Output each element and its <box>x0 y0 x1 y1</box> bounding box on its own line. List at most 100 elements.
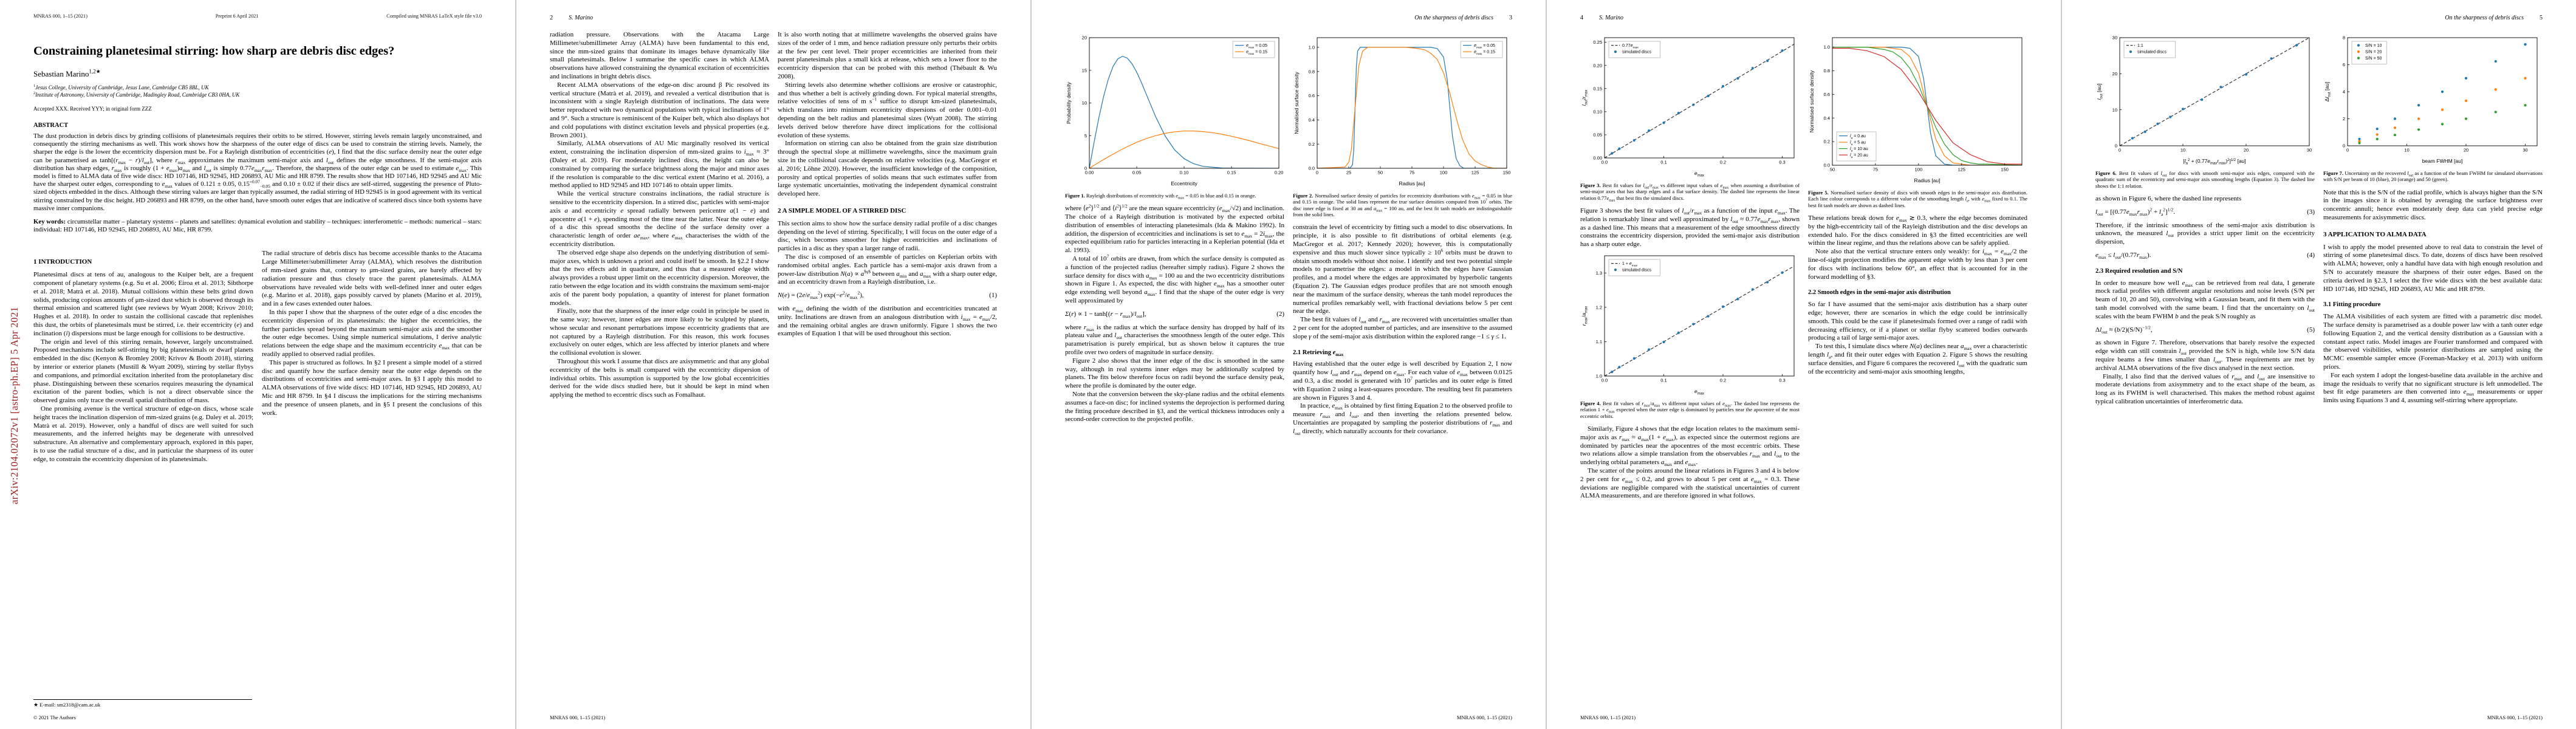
paragraph: In practice, emax is obtained by first f… <box>1293 402 1512 436</box>
svg-text:0.77emax: 0.77emax <box>1622 44 1639 49</box>
svg-text:150: 150 <box>2001 167 2009 173</box>
equation: lout = [(0.77emaxrmax)2 + la2]1/2. (3) <box>2095 207 2315 217</box>
equation-number: (1) <box>989 292 997 299</box>
paragraph: Similarly, ALMA observations of AU Mic m… <box>550 140 769 190</box>
paragraph: Note that the conversion between the sky… <box>1065 390 1284 423</box>
page3-col1: 0.00 0.05 0.10 0.15 0.20 0 5 10 15 20 Eccentricity… <box>1065 31 1284 691</box>
svg-text:75: 75 <box>1410 170 1414 176</box>
paper-title: Constraining planetesimal stirring: how … <box>33 44 395 58</box>
svg-text:25: 25 <box>1346 170 1351 176</box>
paragraph: Figure 3 shows the best fit values of lo… <box>1580 207 1800 248</box>
svg-text:0.4: 0.4 <box>1309 117 1315 123</box>
subsection-heading: 2.1 Retrieving emax <box>1293 349 1344 357</box>
paragraph: This section aims to show how the surfac… <box>778 219 997 253</box>
svg-text:emax: emax <box>1694 388 1704 395</box>
fig5-plot: 50 75 100 125 150 0.0 0.2 0.4 0.6 0.8 1.0 Radius [a… <box>1808 33 2027 185</box>
svg-text:0.2: 0.2 <box>1824 139 1830 145</box>
svg-text:0: 0 <box>1316 170 1318 176</box>
svg-text:Radius [au]: Radius [au] <box>1914 177 1941 183</box>
equation-number: (2) <box>1276 310 1284 318</box>
svg-text:1.0: 1.0 <box>1309 45 1315 50</box>
svg-text:0: 0 <box>1084 166 1087 171</box>
author-name: Sebastian Marino <box>33 69 89 78</box>
svg-text:0.15: 0.15 <box>1227 170 1236 176</box>
svg-text:10: 10 <box>2112 107 2117 112</box>
paragraph: with emax defining the width of the dist… <box>778 304 997 338</box>
svg-text:0.00: 0.00 <box>1085 170 1094 176</box>
svg-text:0.10: 0.10 <box>1593 109 1602 114</box>
svg-text:0.05: 0.05 <box>1593 132 1602 138</box>
svg-text:30: 30 <box>2112 35 2117 41</box>
page1-header: MNRAS 000, 1–15 (2021) Preprint 6 April … <box>33 13 482 19</box>
preprint-date: Preprint 6 April 2021 <box>215 13 259 19</box>
page2-running-title: S. Marino <box>569 15 593 21</box>
svg-text:50: 50 <box>1378 170 1383 176</box>
svg-text:0.3: 0.3 <box>1779 378 1785 383</box>
page5-col2: 0 10 20 30 0 2 4 6 8 beam FWHM [au] Δlout [au] S/N … <box>2323 31 2543 691</box>
fig6-plot: 0 10 20 30 0 10 20 30 [la2 + (0.77emaxrmax)2]1/2… <box>2095 33 2315 165</box>
subsection-heading: 2.3 Required resolution and S/N <box>2095 267 2183 275</box>
svg-text:0.10: 0.10 <box>1180 170 1189 176</box>
svg-text:simulated discs: simulated discs <box>2137 50 2167 55</box>
equation: N(e) = (2e/emax2) exp(−e2/emax2), (1) <box>778 290 997 300</box>
svg-text:4: 4 <box>2343 89 2345 95</box>
svg-text:Δlout [au]: Δlout [au] <box>2324 82 2331 101</box>
paragraph: constrain the level of eccentricity by f… <box>1293 224 1512 315</box>
fig1-caption: Figure 1. Rayleigh distributions of ecce… <box>1065 192 1256 200</box>
paragraph: Figure 2 also shows that the inner edge … <box>1065 357 1284 390</box>
paragraph: The radial structure of debris discs has… <box>262 250 482 308</box>
paragraph: For each system I adopt the longest-base… <box>2323 371 2543 405</box>
svg-text:0.6: 0.6 <box>1824 92 1830 97</box>
svg-text:0: 0 <box>2343 143 2345 149</box>
fig2-plot: 0 25 50 75 100 125 150 0.0 0.2 0.4 0.6 0.8 1.0 Radius… <box>1293 33 1512 188</box>
svg-text:30: 30 <box>2523 148 2527 153</box>
keywords-label: Key words: <box>33 218 67 226</box>
page3-number: 3 <box>1509 15 1512 21</box>
fig6-caption: Figure 6. Best fit values of lout for di… <box>2095 169 2315 189</box>
paragraph: Planetesimal discs at tens of au, analog… <box>33 271 253 337</box>
paragraph: where ⟨e2⟩1/2 and ⟨i2⟩1/2 are the mean s… <box>1065 203 1284 255</box>
journal-ref: MNRAS 000, 1–15 (2021) <box>33 13 87 19</box>
fig4-figure: 0.0 0.1 0.2 0.3 1.0 1.1 1.2 1.3 emax rmax/amax 1 +… <box>1580 251 1800 419</box>
svg-text:5: 5 <box>1084 133 1087 139</box>
page2-running-head: 2 S. Marino <box>550 15 997 21</box>
page5-running-title: On the sharpness of debris discs <box>2445 15 2524 21</box>
svg-text:1.0: 1.0 <box>1824 44 1830 50</box>
fig2-caption: Figure 2. Normalised surface density of … <box>1293 192 1512 218</box>
affiliation-1: 1Jesus College, University of Cambridge,… <box>33 84 209 91</box>
page1-col1: 1 INTRODUCTION Planetesimal discs at tens… <box>33 250 253 464</box>
svg-text:la = 0 au: la = 0 au <box>1850 134 1866 140</box>
fig5-caption: Figure 5. Normalised surface density of … <box>1808 189 2027 208</box>
paragraph: Note also that the vertical structure en… <box>1808 248 2027 281</box>
svg-text:beam FWHM [au]: beam FWHM [au] <box>2422 158 2463 164</box>
paragraph: Finally, note that the sharpness of the … <box>550 307 769 357</box>
svg-text:10: 10 <box>2404 148 2409 153</box>
compile-note: Compiled using MNRAS LaTeX style file v3… <box>386 13 482 19</box>
svg-text:6: 6 <box>2343 62 2345 67</box>
svg-text:0.2: 0.2 <box>1720 378 1726 383</box>
svg-text:Radius [au]: Radius [au] <box>1399 180 1425 187</box>
svg-text:0.15: 0.15 <box>1593 86 1602 91</box>
fig3-plot: 0.0 0.1 0.2 0.3 0.00 0.05 0.10 0.15 0.20 0.25 emax… <box>1580 33 1800 177</box>
svg-text:la = 20 au: la = 20 au <box>1850 154 1868 159</box>
svg-text:0: 0 <box>2346 148 2349 153</box>
keywords-text: circumstellar matter – planetary systems… <box>33 218 482 234</box>
svg-text:10: 10 <box>1082 100 1087 106</box>
svg-text:125: 125 <box>1471 170 1479 176</box>
paragraph: One promising avenue is the vertical str… <box>33 405 253 463</box>
email-footnote-text: ★ E-mail: sm2318@cam.ac.uk <box>33 702 101 708</box>
paragraph: To test this, I simulate discs where N(a… <box>1808 343 2027 375</box>
equation-body: emax ≤ lout/(0.77rmax). <box>2095 252 2151 261</box>
svg-text:0.25: 0.25 <box>1593 39 1602 45</box>
page-5: On the sharpness of debris discs 5 0 10 20… <box>2061 0 2576 729</box>
author-line: Sebastian Marino1,2★ <box>33 69 482 79</box>
keywords-line: Key words: circumstellar matter – planet… <box>33 218 482 234</box>
svg-text:0.20: 0.20 <box>1275 170 1284 176</box>
svg-text:10: 10 <box>2180 148 2185 153</box>
svg-text:Probability density: Probability density <box>1066 81 1072 124</box>
page5-col1: 0 10 20 30 0 10 20 30 [la2 + (0.77emaxrmax)2]1/2… <box>2095 31 2315 691</box>
page-4: 4 S. Marino 0.0 0.1 0.2 0.3 0.00 0.05 0.10 0.15… <box>1546 0 2061 729</box>
paragraph: The disc is composed of an ensemble of p… <box>778 253 997 286</box>
svg-text:20: 20 <box>2112 71 2117 77</box>
affiliation-2: 2Institute of Astronomy, University of C… <box>33 91 240 98</box>
